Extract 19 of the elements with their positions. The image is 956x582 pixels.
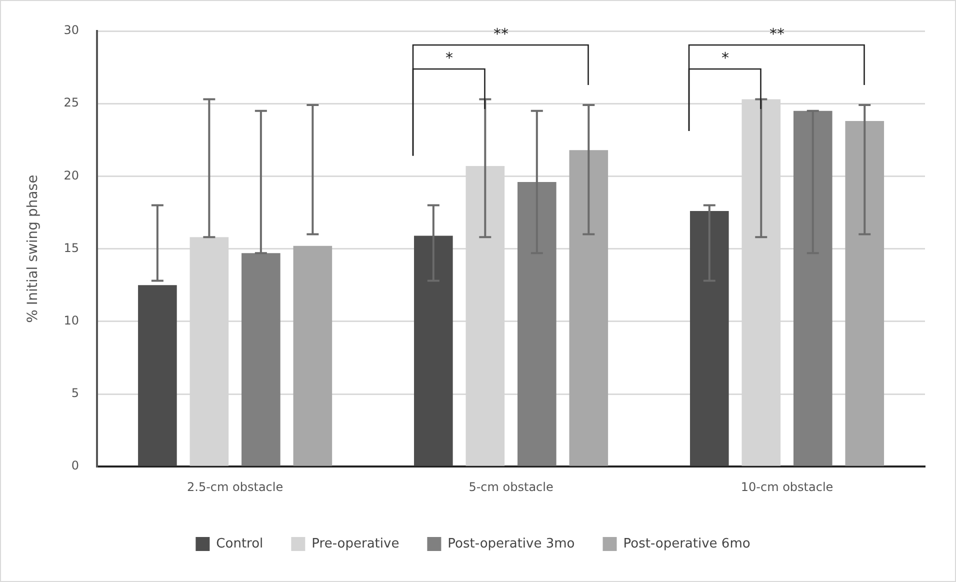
annotation: *: [446, 49, 454, 67]
x-tick-label: 5-cm obstacle: [468, 480, 554, 494]
y-tick-label: 15: [64, 240, 80, 255]
x-tick-label: 10-cm obstacle: [740, 480, 834, 494]
y-axis-title: % Initial swing phase: [25, 174, 42, 323]
legend-label: Post-operative 6mo: [623, 536, 750, 552]
legend-label: Control: [216, 536, 264, 552]
y-tick-label: 20: [64, 168, 80, 182]
annotation: **: [770, 25, 784, 43]
y-tick-label: 5: [71, 386, 80, 400]
legend-label: Post-operative 3mo: [448, 536, 575, 552]
y-tick-label: 25: [64, 96, 80, 110]
annotation: *: [722, 49, 730, 67]
annotation: **: [494, 25, 509, 43]
y-tick-label: 0: [71, 458, 80, 473]
y-tick-label: 30: [64, 23, 80, 38]
x-tick-label: 2.5-cm obstacle: [187, 480, 284, 494]
legend-label: Pre-operative: [312, 536, 400, 552]
y-tick-label: 10: [64, 314, 80, 328]
